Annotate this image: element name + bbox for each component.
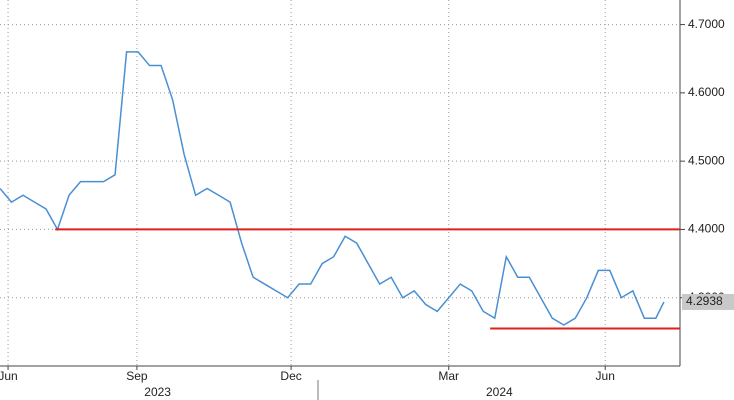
last-price-label: 4.2938 bbox=[686, 294, 723, 308]
price-line bbox=[0, 51, 665, 326]
year-label: 2024 bbox=[486, 385, 513, 399]
year-label: 2023 bbox=[144, 385, 171, 399]
y-tick-label: 4.5000 bbox=[688, 153, 725, 167]
x-tick-label: Jun bbox=[596, 369, 615, 383]
y-tick-label: 4.6000 bbox=[688, 85, 725, 99]
x-tick-label: Dec bbox=[280, 369, 301, 383]
last-price-box bbox=[682, 293, 734, 310]
x-tick-label: Sep bbox=[126, 369, 148, 383]
x-tick-label: Mar bbox=[438, 369, 459, 383]
y-tick-label: 4.4000 bbox=[688, 222, 725, 236]
y-tick-label: 4.7000 bbox=[688, 17, 725, 31]
x-tick-label: Jun bbox=[0, 369, 18, 383]
